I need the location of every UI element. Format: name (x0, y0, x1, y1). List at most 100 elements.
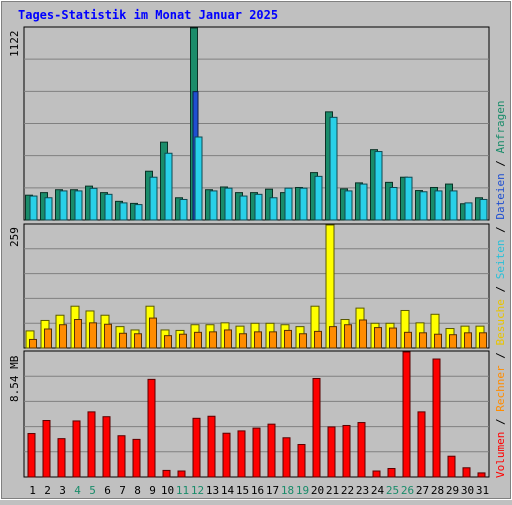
bar-rechner-day-29 (449, 334, 457, 349)
bar-rechner-day-15 (239, 333, 247, 349)
legend-item-anfragen: Anfragen (494, 100, 507, 153)
bar-rechner-day-20 (314, 330, 322, 349)
x-tick-label: 13 (206, 484, 219, 497)
bar-volumen-day-16 (252, 427, 261, 478)
x-tick-label: 9 (149, 484, 156, 497)
bar-rechner-day-6 (104, 323, 112, 349)
bar-rechner-day-19 (299, 333, 307, 349)
bar-volumen-day-24 (372, 470, 381, 478)
bar-seiten-day-18 (284, 187, 293, 221)
bar-rechner-day-8 (134, 333, 142, 349)
bar-volumen-day-20 (312, 377, 321, 478)
bar-volumen-day-25 (387, 468, 396, 478)
bar-seiten-day-4 (74, 190, 83, 221)
bar-rechner-day-16 (254, 331, 262, 349)
legend-item-rechner: Rechner (494, 365, 507, 412)
bar-seiten-day-30 (464, 202, 473, 221)
x-tick-label: 8 (134, 484, 141, 497)
bar-volumen-day-26 (402, 351, 411, 478)
x-tick-label: 20 (311, 484, 324, 497)
x-tick-label: 3 (59, 484, 66, 497)
bar-seiten-day-5 (89, 187, 98, 221)
x-tick-label: 14 (221, 484, 235, 497)
x-tick-label: 26 (401, 484, 414, 497)
bar-seiten-day-21 (329, 116, 338, 221)
legend-item-volumen: Volumen (494, 432, 507, 478)
chart-panels: 1122 259 8.54 MB (8, 26, 490, 478)
x-tick-label: 2 (44, 484, 51, 497)
bar-rechner-day-21 (329, 326, 337, 349)
x-tick-label: 29 (446, 484, 459, 497)
bar-seiten-day-8 (134, 204, 143, 221)
bar-seiten-day-28 (434, 190, 443, 221)
bar-rechner-day-11 (179, 333, 187, 349)
panel-middle: 259 (8, 223, 490, 349)
x-tick-label: 24 (371, 484, 385, 497)
panel-bottom: 8.54 MB (8, 350, 490, 478)
legend-text: Volumen / Rechner / Besuche / Seiten / D… (494, 100, 507, 478)
x-tick-label: 18 (281, 484, 294, 497)
legend-separator: / (494, 346, 507, 366)
bar-volumen-day-1 (27, 433, 36, 478)
x-tick-label: 21 (326, 484, 339, 497)
series-rechner (29, 317, 487, 349)
x-tick-label: 15 (236, 484, 249, 497)
x-tick-label: 6 (104, 484, 111, 497)
bar-volumen-day-13 (207, 415, 216, 478)
legend-separator: / (494, 279, 507, 299)
bar-seiten-day-6 (104, 193, 113, 221)
bar-rechner-day-10 (164, 335, 172, 349)
bar-volumen-day-17 (267, 423, 276, 478)
legend-separator: / (494, 153, 507, 173)
x-tick-label: 11 (176, 484, 189, 497)
bar-rechner-day-1 (29, 338, 37, 349)
x-tick-label: 4 (74, 484, 81, 497)
bar-rechner-day-27 (419, 332, 427, 349)
x-tick-label: 17 (266, 484, 279, 497)
series-seiten (29, 116, 488, 221)
x-tick-label: 5 (89, 484, 96, 497)
x-tick-label: 25 (386, 484, 399, 497)
bar-seiten-day-22 (344, 190, 353, 221)
legend-item-besuche: Besuche (494, 299, 507, 345)
bar-volumen-day-2 (42, 420, 51, 478)
x-axis-day-labels: 1 2 3 4 5 6 7 8 9 10 11 12 13 14 15 16 17 18 19 20 21 22 23 24 2… (29, 484, 489, 497)
bar-volumen-day-10 (162, 469, 171, 478)
bar-rechner-day-26 (404, 331, 412, 349)
bar-volumen-day-22 (342, 424, 351, 478)
bar-volumen-day-12 (192, 417, 201, 478)
bar-rechner-day-23 (359, 319, 367, 349)
bar-volumen-day-23 (357, 422, 366, 478)
bar-seiten-day-10 (164, 152, 173, 221)
chart-title: Tages-Statistik im Monat Januar 2025 (18, 8, 278, 22)
x-tick-label: 12 (191, 484, 204, 497)
bar-seiten-day-16 (254, 193, 263, 221)
bar-rechner-day-2 (44, 328, 52, 349)
bar-seiten-day-25 (389, 186, 398, 221)
bar-seiten-day-31 (479, 198, 488, 221)
bar-seiten-day-3 (59, 190, 68, 221)
legend-separator: / (494, 412, 507, 432)
x-tick-label: 1 (29, 484, 36, 497)
bar-seiten-day-19 (299, 187, 308, 221)
x-tick-label: 22 (341, 484, 354, 497)
bar-seiten-day-1 (29, 195, 38, 221)
bar-rechner-day-24 (374, 327, 382, 349)
bar-rechner-day-4 (74, 319, 82, 349)
legend-separator: / (494, 220, 507, 240)
legend-item-seiten: Seiten (494, 240, 507, 280)
series-volumen (27, 351, 486, 478)
bar-rechner-day-3 (59, 324, 67, 349)
bar-rechner-day-7 (119, 332, 127, 349)
bar-volumen-day-14 (222, 432, 231, 478)
bar-seiten-day-26 (404, 176, 413, 221)
bar-rechner-day-28 (434, 333, 442, 349)
bar-seiten-day-7 (119, 202, 128, 221)
bar-volumen-day-28 (432, 358, 441, 478)
bar-volumen-day-31 (477, 472, 486, 478)
bar-rechner-day-17 (269, 331, 277, 349)
bar-volumen-day-9 (147, 378, 156, 478)
bar-volumen-day-5 (87, 411, 96, 478)
